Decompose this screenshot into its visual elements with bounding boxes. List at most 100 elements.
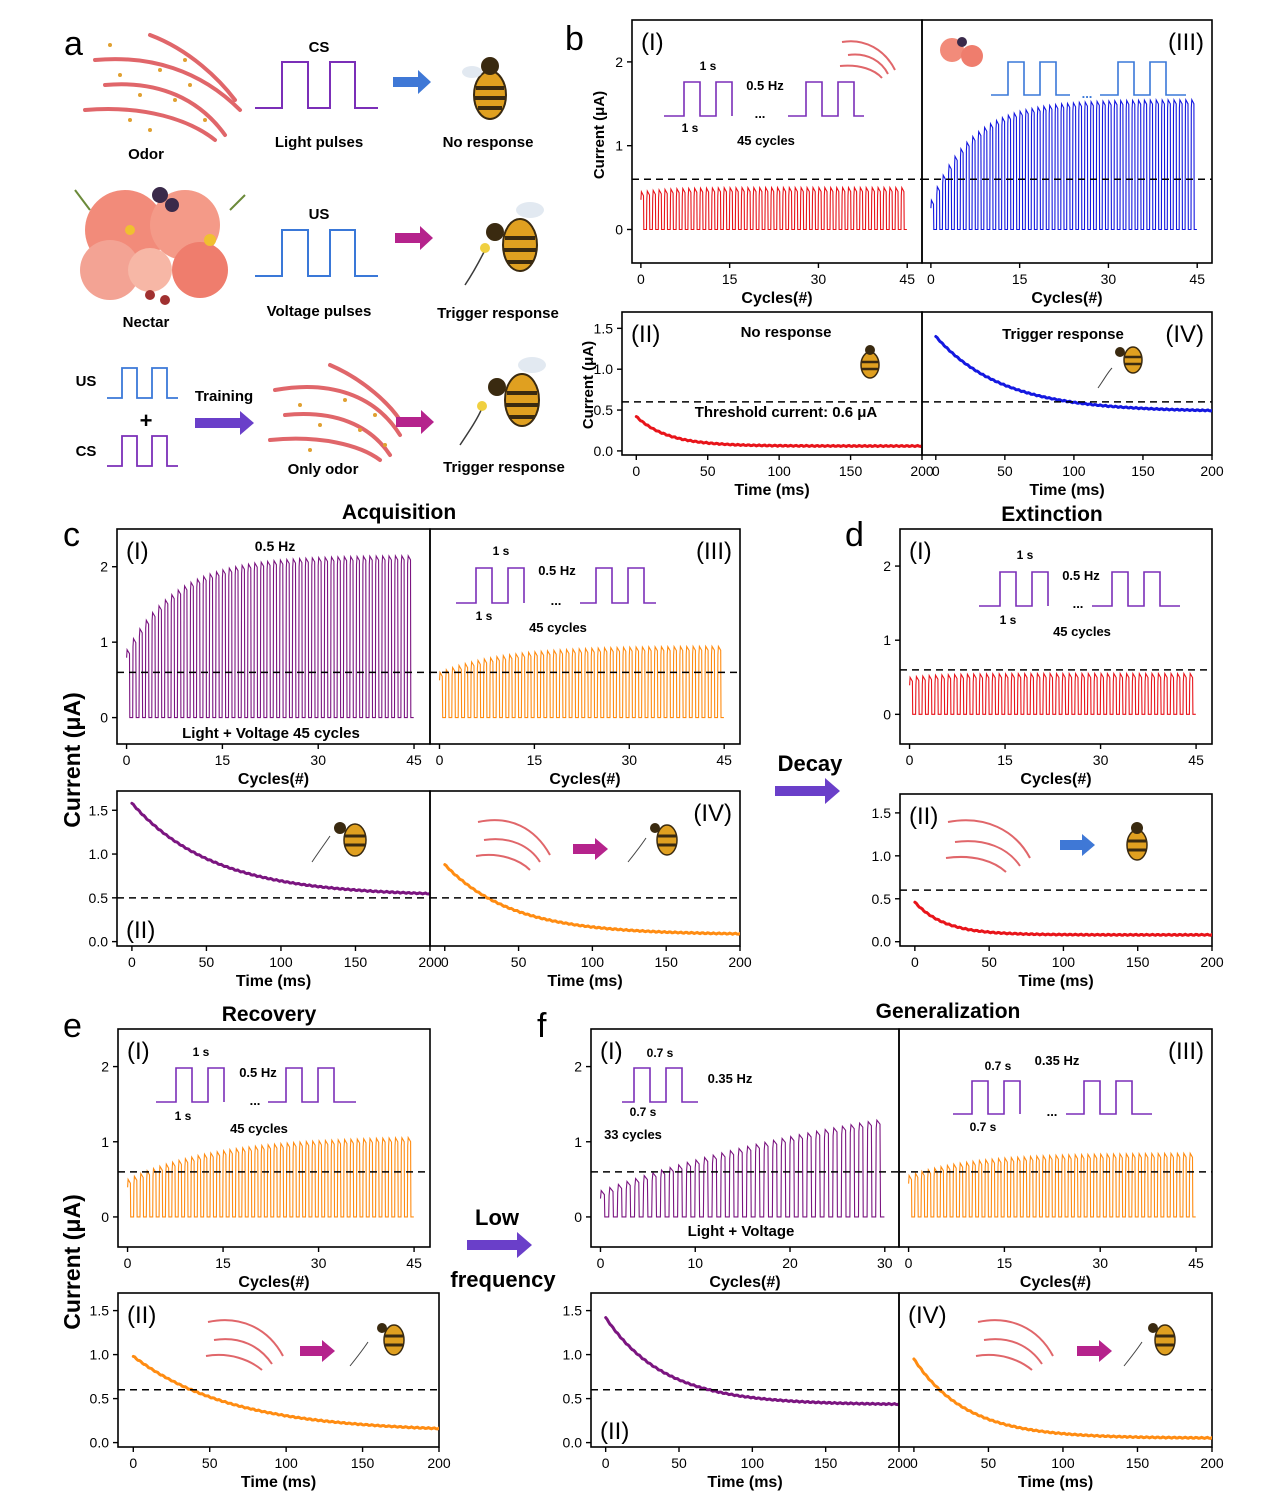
arrow-magenta-c4 [573, 838, 608, 860]
cycles-d1: 45 cycles [1053, 624, 1111, 639]
y-tick-label-e-II: 0.0 [90, 1435, 110, 1451]
x-axis-title-d-II: Time (ms) [1018, 973, 1093, 990]
roman-label-b-III: (III) [1168, 29, 1204, 56]
hz035-f1: 0.35 Hz [708, 1071, 753, 1086]
arrow-magenta-e2 [300, 1340, 335, 1362]
x-tick-label-c-I: 15 [215, 752, 231, 768]
y-tick-label-c-II: 0.5 [89, 890, 109, 906]
chart-c-II: 0 50 100 150 200 0.0 0.5 1.0 1.5 Time (ms) (II) [89, 790, 442, 990]
ellipsis-f3: ... [1047, 1104, 1058, 1119]
y-tick-label-d-I: 0 [883, 706, 891, 722]
odor-icon-e2 [205, 1319, 284, 1371]
x-axis-title-c-IV: Time (ms) [547, 973, 622, 990]
bee-icon-e2 [349, 1323, 405, 1367]
pulse-diagram-c3 [456, 567, 656, 604]
panel-letter-e: e [63, 1007, 82, 1045]
x-axis-title-c-I: Cycles(#) [238, 771, 309, 788]
x-tick-label-f-IV: 150 [1126, 1455, 1150, 1471]
series-f-I [599, 1118, 885, 1218]
no-response-label: No response [443, 134, 534, 151]
x-tick-label-d-I: 15 [997, 752, 1013, 768]
title-recovery: Recovery [222, 1003, 317, 1026]
chart-c-III: 0 15 30 45 Cycles(#) (III) [429, 528, 741, 788]
y-tick-label-c-I: 0 [100, 710, 108, 726]
ellipsis-d1: ... [1073, 596, 1084, 611]
roman-label-f-I: (I) [600, 1038, 623, 1065]
training-label: Training [195, 388, 253, 405]
series-c-IV [443, 863, 740, 936]
x-tick-label-b-II: 150 [839, 463, 863, 479]
one-s-bottom-d1: 1 s [1000, 613, 1017, 627]
roman-label-c-III: (III) [696, 538, 732, 565]
plot-frame-e-II [117, 1292, 440, 1448]
series-b-I [640, 185, 907, 231]
x-tick-label-e-II: 200 [427, 1455, 451, 1471]
series-b-III [930, 97, 1197, 231]
x-tick-label-b-II: 200 [910, 463, 934, 479]
x-tick-label-d-II: 100 [1052, 954, 1076, 970]
low-frequency-arrow [467, 1232, 532, 1258]
x-tick-label-e-I: 45 [406, 1255, 422, 1271]
x-axis-title-e-II: Time (ms) [241, 1474, 316, 1491]
series-d-I [909, 671, 1196, 715]
x-tick-label-f-III: 45 [1188, 1255, 1204, 1271]
roman-label-c-IV: (IV) [693, 800, 732, 827]
one-s-bottom-b1: 1 s [682, 121, 699, 135]
x-tick-label-d-II: 150 [1126, 954, 1150, 970]
one-s-bottom-e1: 1 s [175, 1109, 192, 1123]
half-hz-d1: 0.5 Hz [1062, 568, 1100, 583]
x-tick-label-c-III: 0 [436, 752, 444, 768]
title-generalization: Generalization [876, 1000, 1021, 1023]
series-f-II [604, 1316, 899, 1407]
x-tick-label-f-II: 200 [887, 1455, 911, 1471]
ellipsis-e1: ... [250, 1093, 261, 1108]
roman-label-d-II: (II) [909, 803, 938, 830]
plot-area-b-IV [922, 335, 1212, 413]
chart-b-IV: 0 50 100 150 200 Time (ms) (IV) [921, 311, 1224, 499]
x-tick-label-f-IV: 0 [910, 1455, 918, 1471]
x-tick-label-d-II: 50 [981, 954, 997, 970]
one-s-top-e1: 1 s [193, 1045, 210, 1059]
light-pulses-label: Light pulses [275, 134, 363, 151]
threshold-label-b2: Threshold current: 0.6 μA [695, 404, 878, 421]
chart-d-II: 0 50 100 150 200 0.0 0.5 1.0 1.5 Time (ms) (II) [872, 793, 1224, 990]
p07s-top-f3: 0.7 s [985, 1059, 1012, 1073]
y-tick-label-d-II: 1.0 [872, 848, 892, 864]
roman-label-e-II: (II) [127, 1302, 156, 1329]
y-tick-label-f-II: 0.0 [563, 1435, 583, 1451]
x-tick-label-e-II: 50 [202, 1455, 218, 1471]
series-e-I [127, 1135, 414, 1218]
x-tick-label-c-II: 100 [269, 954, 293, 970]
odor-icon-d2 [945, 819, 1031, 873]
chart-f-II: 0 50 100 150 200 0.0 0.5 1.0 1.5 Time (ms) (II) [563, 1292, 911, 1491]
light-voltage-f1: Light + Voltage [688, 1223, 795, 1240]
x-tick-label-f-IV: 50 [981, 1455, 997, 1471]
pulse-diagram-d1 [979, 571, 1180, 607]
plot-area-b-II [622, 401, 922, 449]
panel-a-schematic: Odor CS Light pulses No response Nectar … [74, 33, 565, 478]
y-tick-label-f-II: 1.0 [563, 1347, 583, 1363]
plot-area-f-I [591, 1118, 899, 1218]
cycles-b1: 45 cycles [737, 133, 795, 148]
x-tick-label-d-I: 45 [1188, 752, 1204, 768]
roman-label-c-I: (I) [126, 538, 149, 565]
trigger-response-label: Trigger response [437, 305, 559, 322]
title-extinction: Extinction [1001, 503, 1103, 526]
pulse-diagram-b1 [664, 81, 864, 117]
plot-frame-f-III [898, 1028, 1213, 1248]
one-s-top-d1: 1 s [1017, 548, 1034, 562]
one-s-top-b1: 1 s [700, 59, 717, 73]
plot-area-c-III [430, 644, 740, 719]
x-tick-label-f-II: 100 [741, 1455, 765, 1471]
roman-label-b-I: (I) [641, 29, 664, 56]
plot-area-c-IV [430, 863, 740, 936]
x-tick-label-c-I: 30 [310, 752, 326, 768]
chart-c-IV: 0 50 100 150 200 Time (ms) (IV) [429, 790, 752, 990]
x-tick-label-f-III: 15 [997, 1255, 1013, 1271]
x-tick-label-f-I: 10 [687, 1255, 703, 1271]
series-b-II [634, 415, 922, 449]
x-tick-label-b-III: 15 [1012, 271, 1028, 287]
x-tick-label-f-II: 0 [602, 1455, 610, 1471]
bee-on-flower-icon [464, 202, 544, 286]
